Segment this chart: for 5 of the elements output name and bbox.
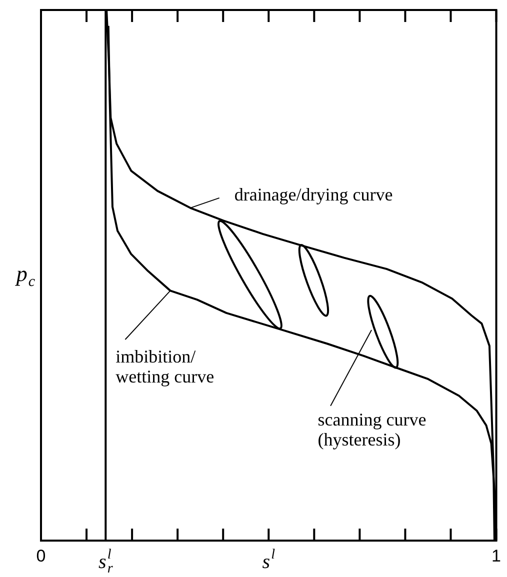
x-tick-label: 0 bbox=[36, 546, 46, 566]
annotation: imbibition/ wetting curve bbox=[116, 346, 214, 386]
annotation: drainage/drying curve bbox=[234, 184, 393, 205]
annotation: scanning curve (hysteresis) bbox=[318, 409, 426, 450]
x-tick-label: 1 bbox=[492, 546, 502, 566]
